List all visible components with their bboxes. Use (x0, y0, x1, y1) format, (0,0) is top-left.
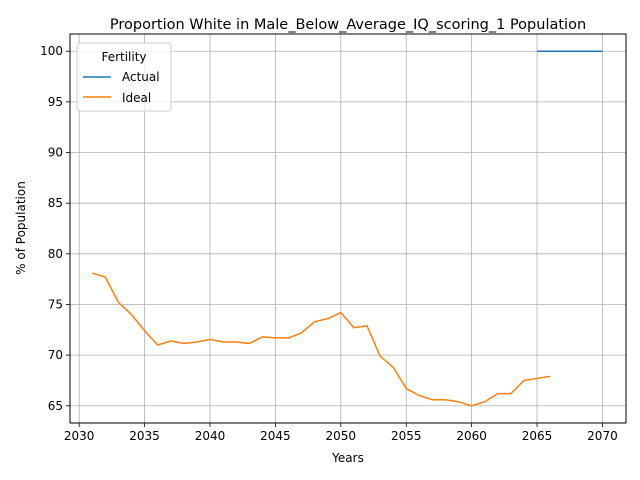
series-line-ideal (92, 272, 551, 407)
y-tick-label: 75 (48, 297, 63, 311)
x-tick-label: 2035 (129, 429, 160, 443)
y-tick-label: 65 (48, 399, 63, 413)
legend-label-ideal: Ideal (122, 91, 151, 105)
legend: Fertility Actual Ideal (76, 42, 172, 112)
x-tick-label: 2050 (326, 429, 357, 443)
x-axis-ticks: 2030 2035 2040 2045 2050 2055 2060 2065 2070 (64, 423, 618, 443)
y-tick-label: 70 (48, 348, 63, 362)
x-tick-label: 2070 (587, 429, 618, 443)
legend-label-actual: Actual (122, 70, 160, 84)
x-tick-label: 2060 (456, 429, 487, 443)
plot-frame (69, 33, 627, 424)
y-axis-ticks: 65 70 75 80 85 90 95 100 (40, 44, 70, 413)
x-tick-label: 2030 (64, 429, 95, 443)
y-tick-label: 100 (40, 44, 63, 58)
series-lines (92, 50, 603, 407)
y-axis-label: % of Population (14, 181, 28, 275)
x-tick-label: 2040 (195, 429, 226, 443)
legend-box (76, 42, 172, 112)
y-tick-label: 90 (48, 146, 63, 160)
y-tick-label: 85 (48, 196, 63, 210)
x-tick-label: 2065 (522, 429, 553, 443)
legend-title: Fertility (101, 50, 146, 64)
x-axis-label: Years (331, 451, 364, 465)
chart-title: Proportion White in Male_Below_Average_I… (110, 17, 586, 33)
x-tick-label: 2045 (260, 429, 291, 443)
y-tick-label: 80 (48, 247, 63, 261)
grid (70, 34, 626, 423)
y-tick-label: 95 (48, 95, 63, 109)
x-tick-label: 2055 (391, 429, 422, 443)
